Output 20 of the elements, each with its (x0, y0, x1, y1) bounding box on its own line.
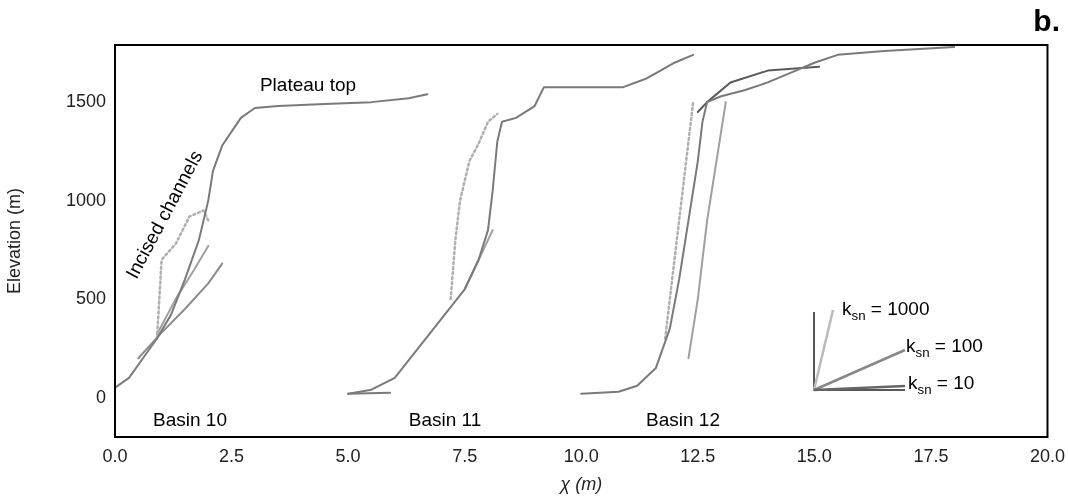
x-tick-label: 17.5 (913, 445, 949, 466)
y-tick-label: 1000 (65, 189, 106, 210)
annotation: Plateau top (259, 74, 357, 96)
x-tick-label: 5.0 (335, 445, 361, 466)
x-tick-label: 12.5 (680, 445, 716, 466)
x-tick-label: 10.0 (563, 445, 599, 466)
annotation: Basin 11 (408, 409, 482, 431)
x-tick-label: 7.5 (452, 445, 478, 466)
x-tick-label: 15.0 (796, 445, 832, 466)
y-tick-label: 500 (75, 288, 106, 309)
annotation: Basin 10 (153, 409, 227, 431)
x-axis-title: χ (m) (558, 474, 603, 495)
y-tick-label: 1500 (65, 91, 106, 112)
y-tick-label: 0 (95, 386, 106, 407)
chart-title: b. (1033, 4, 1060, 38)
x-tick-label: 20.0 (1029, 445, 1066, 466)
y-axis-title: Elevation (m) (3, 187, 24, 295)
x-tick-label: 2.5 (219, 445, 245, 466)
x-tick-label: 0.0 (102, 445, 128, 466)
annotation: Basin 12 (646, 409, 720, 431)
